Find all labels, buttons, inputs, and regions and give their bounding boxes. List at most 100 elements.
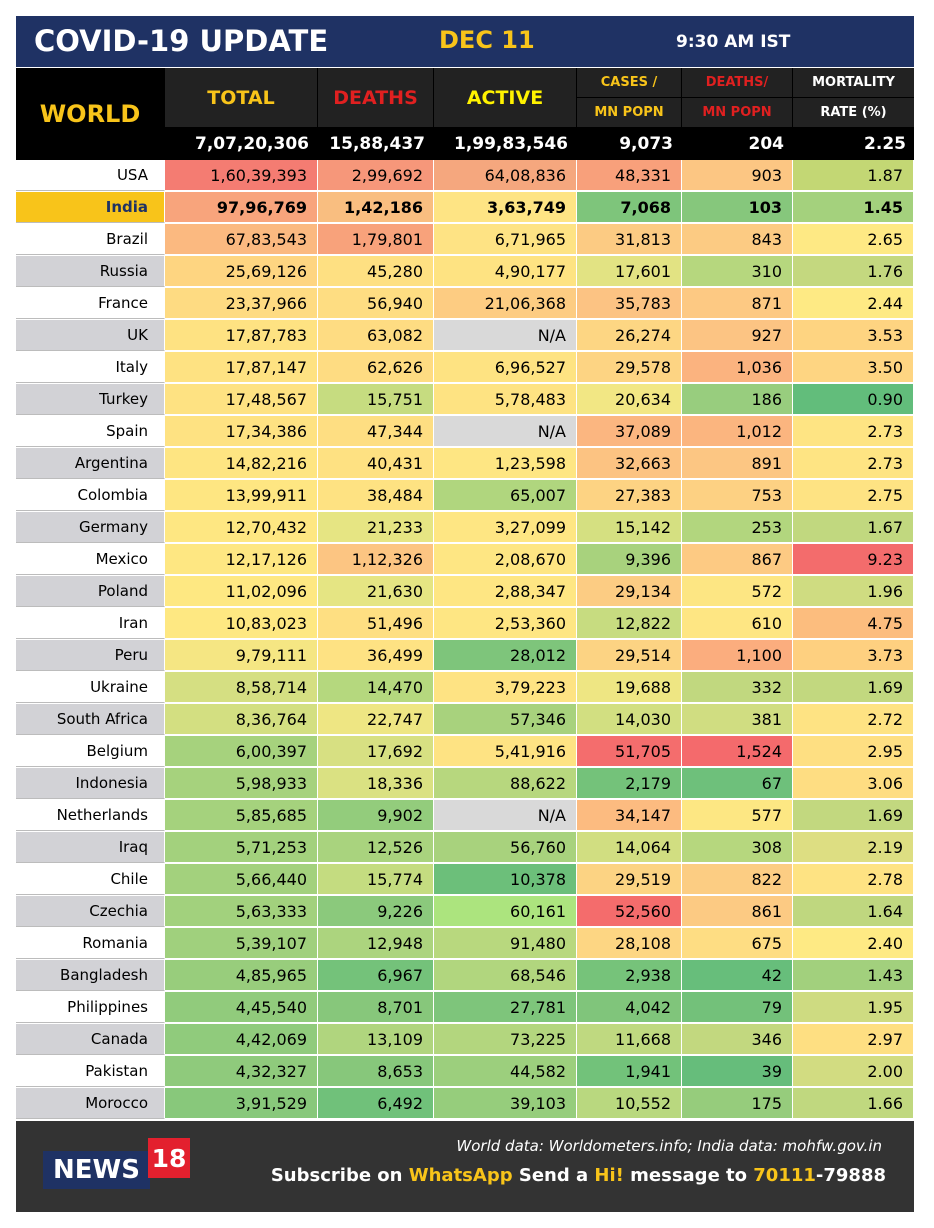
cell-deaths-mn: 891 [682, 448, 793, 479]
cell-total: 12,17,126 [165, 544, 318, 575]
cell-active: N/A [434, 320, 577, 351]
cell-total: 5,98,933 [165, 768, 318, 799]
cell-active: 21,06,368 [434, 288, 577, 319]
cell-active: 6,71,965 [434, 224, 577, 255]
cell-deaths-mn: 79 [682, 992, 793, 1023]
cell-deaths-mn: 867 [682, 544, 793, 575]
cell-deaths-mn: 753 [682, 480, 793, 511]
cell-deaths: 47,344 [318, 416, 434, 447]
cell-active: 39,103 [434, 1088, 577, 1119]
col-header-cases-mn-line1: CASES / [577, 68, 681, 97]
cell-total: 5,66,440 [165, 864, 318, 895]
cell-cases-mn: 14,064 [577, 832, 682, 863]
table-row: Netherlands 5,85,685 9,902 N/A 34,147 577 1.69 [16, 800, 914, 831]
cell-cases-mn: 29,519 [577, 864, 682, 895]
country-name: South Africa [16, 704, 165, 735]
cell-total: 5,71,253 [165, 832, 318, 863]
table-row: Poland 11,02,096 21,630 2,88,347 29,134 572 1.… [16, 576, 914, 607]
world-label: WORLD [16, 68, 164, 160]
table-row: Spain 17,34,386 47,344 N/A 37,089 1,012 2.73 [16, 416, 914, 447]
cell-total: 13,99,911 [165, 480, 318, 511]
cell-active: 27,781 [434, 992, 577, 1023]
cell-active: 64,08,836 [434, 160, 577, 191]
cell-total: 4,85,965 [165, 960, 318, 991]
table-row: Czechia 5,63,333 9,226 60,161 52,560 861 1.64 [16, 896, 914, 927]
cell-cases-mn: 20,634 [577, 384, 682, 415]
sub-whatsapp: WhatsApp [408, 1165, 513, 1186]
cell-deaths-mn: 103 [682, 192, 793, 223]
cell-mortality: 2.65 [793, 224, 914, 255]
sub-text-1: Subscribe on [270, 1165, 409, 1186]
country-name: USA [16, 160, 165, 191]
cell-total: 25,69,126 [165, 256, 318, 287]
cell-deaths: 6,492 [318, 1088, 434, 1119]
cell-deaths-mn: 381 [682, 704, 793, 735]
cell-cases-mn: 34,147 [577, 800, 682, 831]
cell-active: 5,41,916 [434, 736, 577, 767]
cell-deaths: 13,109 [318, 1024, 434, 1055]
cell-mortality: 1.96 [793, 576, 914, 607]
cell-cases-mn: 48,331 [577, 160, 682, 191]
country-name: Czechia [16, 896, 165, 927]
cell-mortality: 1.45 [793, 192, 914, 223]
cell-active: N/A [434, 800, 577, 831]
cell-active: 44,582 [434, 1056, 577, 1087]
cell-deaths-mn: 175 [682, 1088, 793, 1119]
cell-deaths: 1,42,186 [318, 192, 434, 223]
cell-active: 68,546 [434, 960, 577, 991]
col-header-cases-mn-line2: MN POPN [577, 98, 681, 127]
cell-active: 3,63,749 [434, 192, 577, 223]
country-name: Mexico [16, 544, 165, 575]
sub-number-1: 70111 [753, 1165, 816, 1186]
table-row: Romania 5,39,107 12,948 91,480 28,108 675 2.40 [16, 928, 914, 959]
cell-mortality: 3.73 [793, 640, 914, 671]
cell-mortality: 2.72 [793, 704, 914, 735]
table-row: Chile 5,66,440 15,774 10,378 29,519 822 2.78 [16, 864, 914, 895]
cell-total: 17,87,783 [165, 320, 318, 351]
cell-deaths-mn: 871 [682, 288, 793, 319]
cell-deaths: 6,967 [318, 960, 434, 991]
cell-mortality: 2.97 [793, 1024, 914, 1055]
cell-deaths-mn: 675 [682, 928, 793, 959]
cell-active: 4,90,177 [434, 256, 577, 287]
table-row: Mexico 12,17,126 1,12,326 2,08,670 9,396 867 9… [16, 544, 914, 575]
table-row: Russia 25,69,126 45,280 4,90,177 17,601 310 1.… [16, 256, 914, 287]
country-name: UK [16, 320, 165, 351]
cell-total: 3,91,529 [165, 1088, 318, 1119]
cell-total: 6,00,397 [165, 736, 318, 767]
cell-active: 56,760 [434, 832, 577, 863]
cell-deaths: 22,747 [318, 704, 434, 735]
country-name: Italy [16, 352, 165, 383]
cell-deaths-mn: 308 [682, 832, 793, 863]
cell-mortality: 1.67 [793, 512, 914, 543]
sub-text-2: Send a [512, 1165, 595, 1186]
cell-mortality: 1.95 [793, 992, 914, 1023]
cell-mortality: 2.19 [793, 832, 914, 863]
table-row: Philippines 4,45,540 8,701 27,781 4,042 79 1.9… [16, 992, 914, 1023]
page-title: COVID-19 UPDATE [34, 24, 329, 58]
cell-total: 12,70,432 [165, 512, 318, 543]
cell-deaths: 8,701 [318, 992, 434, 1023]
update-time: 9:30 AM IST [676, 32, 791, 52]
cell-deaths: 18,336 [318, 768, 434, 799]
cell-mortality: 0.90 [793, 384, 914, 415]
cell-cases-mn: 19,688 [577, 672, 682, 703]
cell-total: 4,32,327 [165, 1056, 318, 1087]
col-header-mortality-line2: RATE (%) [793, 98, 914, 127]
country-name: Chile [16, 864, 165, 895]
cell-total: 23,37,966 [165, 288, 318, 319]
update-date: DEC 11 [439, 26, 535, 54]
cell-deaths: 51,496 [318, 608, 434, 639]
cell-deaths: 1,79,801 [318, 224, 434, 255]
country-name: Peru [16, 640, 165, 671]
cell-total: 5,39,107 [165, 928, 318, 959]
cell-deaths-mn: 39 [682, 1056, 793, 1087]
country-name: Brazil [16, 224, 165, 255]
cell-active: 2,88,347 [434, 576, 577, 607]
cell-deaths-mn: 861 [682, 896, 793, 927]
news18-logo: NEWS 18 [43, 1138, 190, 1191]
cell-deaths: 14,470 [318, 672, 434, 703]
country-name: Ukraine [16, 672, 165, 703]
cell-deaths: 15,751 [318, 384, 434, 415]
cell-deaths: 17,692 [318, 736, 434, 767]
